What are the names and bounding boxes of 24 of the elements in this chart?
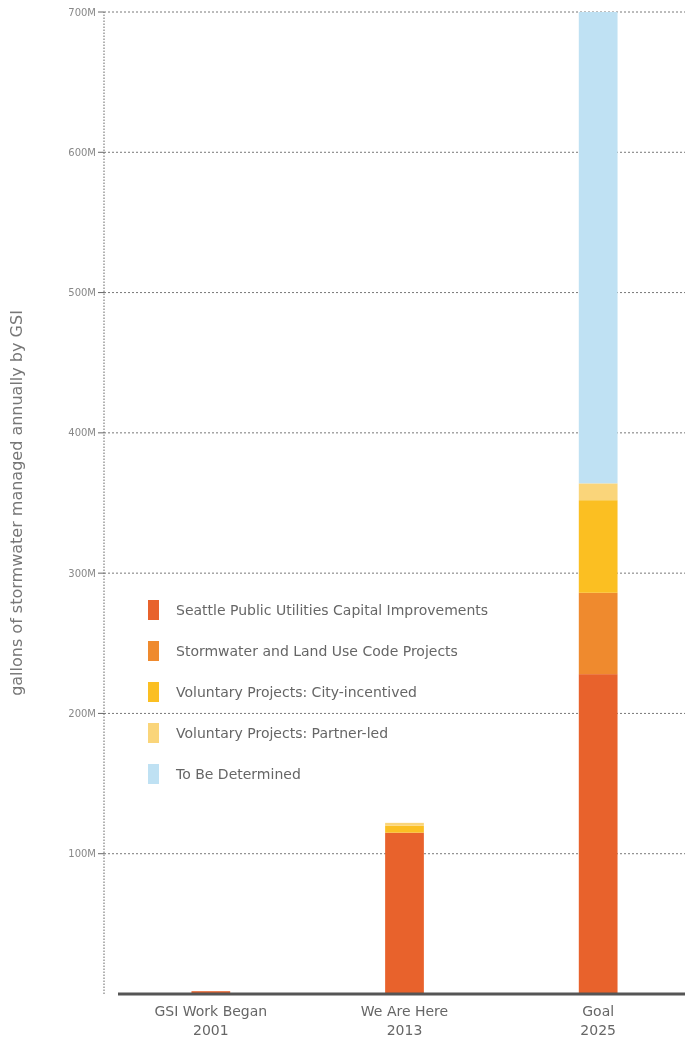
y-tick-label: 100M xyxy=(68,848,96,860)
x-tick-label: We Are Here 2013 xyxy=(360,1003,449,1038)
bar xyxy=(578,592,618,675)
legend-label: Stormwater and Land Use Code Projects xyxy=(176,642,458,659)
bar xyxy=(385,822,424,826)
bar xyxy=(578,12,618,484)
y-tick-label: 200M xyxy=(68,707,96,719)
y-tick-label: 400M xyxy=(68,427,96,439)
bar xyxy=(578,674,618,994)
legend-label: To Be Determined xyxy=(175,765,301,782)
y-tick-label: 500M xyxy=(68,287,96,299)
y-tick-label: 700M xyxy=(68,6,96,18)
y-axis-title: gallons of stormwater managed annually by GSI xyxy=(7,310,26,696)
bar xyxy=(385,832,424,994)
legend-label: Voluntary Projects: Partner-led xyxy=(176,724,389,741)
legend-label: Voluntary Projects: City-incentived xyxy=(176,683,417,700)
legend-label: Seattle Public Utilities Capital Improvements xyxy=(176,601,489,618)
y-tick-label: 300M xyxy=(68,567,96,579)
x-tick-label: GSI Work Began 2001 xyxy=(154,1003,268,1038)
bar xyxy=(578,483,618,501)
bar xyxy=(578,500,618,593)
x-tick-label: Goal 2025 xyxy=(580,1003,616,1038)
y-tick-label: 600M xyxy=(68,146,96,158)
bar xyxy=(385,825,424,833)
